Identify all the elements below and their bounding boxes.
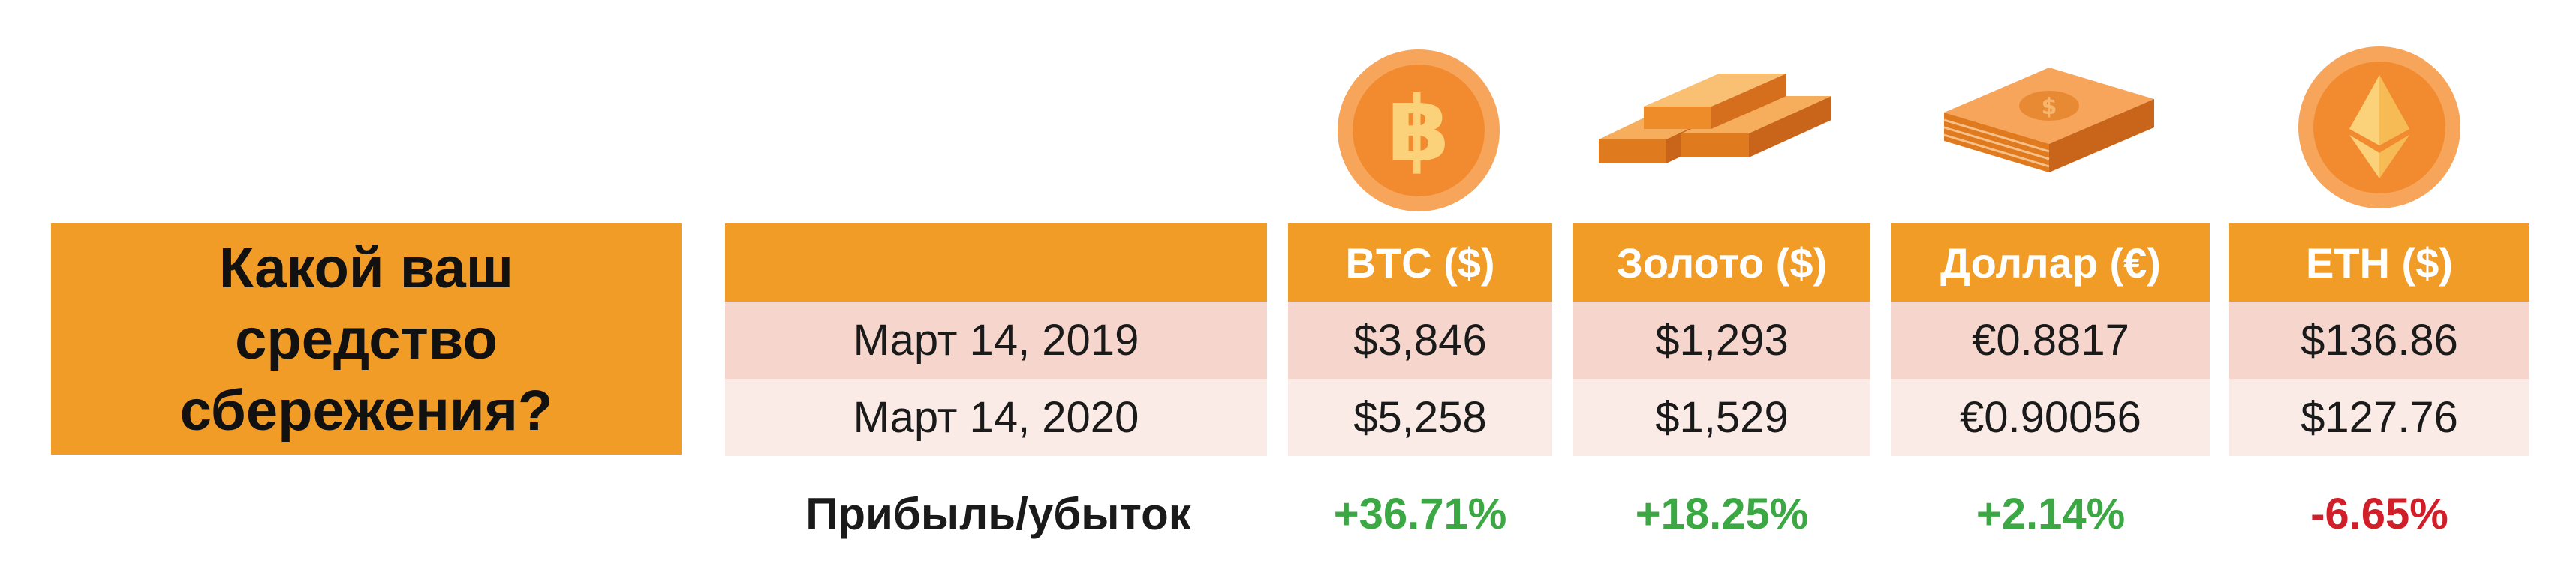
gold-value-2019: $1,293	[1573, 302, 1870, 379]
gold-bars-icon	[1599, 74, 1831, 164]
svg-text:฿: ฿	[1387, 78, 1450, 182]
bitcoin-coin-icon: ฿	[1338, 50, 1500, 212]
date-2019: Март 14, 2019	[853, 316, 1139, 364]
date-row-1: Март 14, 2019	[725, 302, 1267, 379]
column-header-btc: BTC ($)	[1288, 224, 1552, 302]
dollar-change: +2.14%	[1976, 489, 2126, 538]
profit-loss-label: Прибыль/убыток	[805, 488, 1191, 539]
btc-value-2020: $5,258	[1288, 379, 1552, 456]
column-header-dollar: Доллар (€)	[1891, 224, 2210, 302]
page-title: Какой ваш средство сбережения?	[179, 236, 553, 442]
btc-value-2019: $3,846	[1288, 302, 1552, 379]
gold-value-2020: $1,529	[1573, 379, 1870, 456]
title-box: Какой ваш средство сбережения?	[51, 224, 682, 454]
dollar-stack-icon: $	[1943, 68, 2154, 172]
dollar-value-2019: €0.8817	[1891, 302, 2210, 379]
date-2020: Март 14, 2020	[853, 393, 1139, 442]
gold-change: +18.25%	[1635, 489, 1809, 538]
column-header-eth: ETH ($)	[2229, 224, 2529, 302]
svg-text:$: $	[2042, 94, 2057, 120]
ethereum-coin-icon	[2298, 46, 2460, 208]
date-row-2: Март 14, 2020	[725, 379, 1267, 456]
dollar-value-2020: €0.90056	[1891, 379, 2210, 456]
column-header-gold: Золото ($)	[1573, 224, 1870, 302]
btc-change: +36.71%	[1333, 489, 1507, 538]
eth-value-2020: $127.76	[2229, 379, 2529, 456]
eth-change: -6.65%	[2310, 489, 2448, 538]
date-column-header	[725, 224, 1267, 302]
eth-value-2019: $136.86	[2229, 302, 2529, 379]
